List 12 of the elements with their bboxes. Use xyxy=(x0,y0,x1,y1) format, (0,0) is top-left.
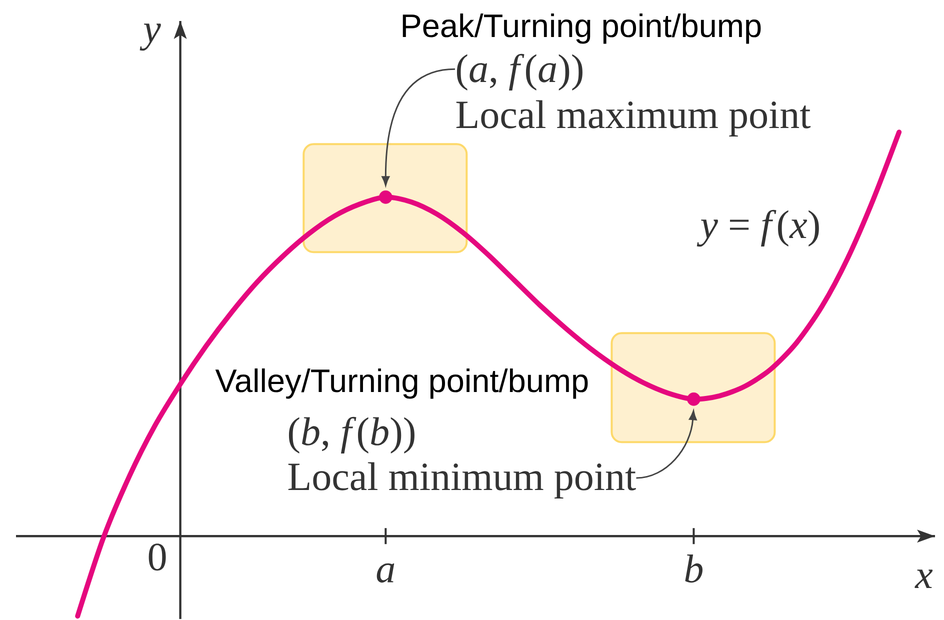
x-tick-label: 0 xyxy=(148,544,166,571)
annotation: y = f(x) xyxy=(696,210,819,247)
x-tick-label: a xyxy=(376,563,394,583)
annotation: Local maximum point xyxy=(456,100,811,137)
text: Peak/Turning point/bump xyxy=(402,13,761,44)
text: (a, f(a)) xyxy=(456,54,582,91)
x-tick-label: b xyxy=(685,554,703,583)
x-axis-title: x xyxy=(914,570,933,588)
annotation: (b, f(b)) xyxy=(288,416,414,454)
annotation: Valley/Turning point/bump xyxy=(215,368,588,399)
y-axis-title: y xyxy=(140,24,161,51)
annotation: Local minimum point xyxy=(288,462,636,499)
